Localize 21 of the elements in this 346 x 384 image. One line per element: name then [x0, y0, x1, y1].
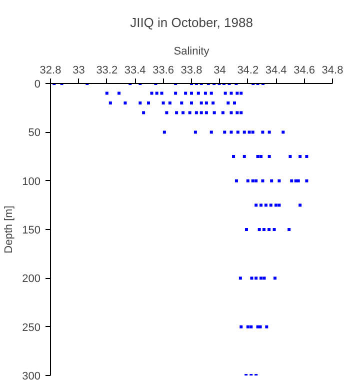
x-tick-label: 34.8 [322, 64, 344, 76]
y-tick-label: 50 [28, 127, 41, 140]
y-axis-title: Depth [m] [3, 206, 16, 254]
x-tick-label: 34 [214, 64, 226, 76]
x-tick-label: 34.6 [294, 64, 316, 76]
chart-title: JIIQ in October, 1988 [130, 15, 253, 30]
x-tick-label: 33 [72, 64, 85, 76]
x-tick-label: 33.4 [124, 64, 146, 76]
y-tick-label: 250 [22, 322, 41, 334]
y-tick-label: 0 [34, 78, 41, 90]
x-tick-label: 32.8 [40, 64, 62, 76]
x-tick-label: 33.2 [96, 64, 118, 76]
x-tick-label: 33.6 [152, 64, 174, 76]
y-tick-label: 150 [22, 224, 41, 236]
y-tick-label: 300 [22, 370, 41, 382]
x-tick-label: 34.4 [265, 64, 287, 76]
x-axis-title: Salinity [174, 46, 210, 58]
y-tick-label: 200 [22, 273, 41, 286]
x-tick-label: 34.2 [237, 64, 259, 76]
x-tick-label: 33.8 [180, 64, 202, 76]
y-tick-label: 100 [22, 176, 41, 188]
